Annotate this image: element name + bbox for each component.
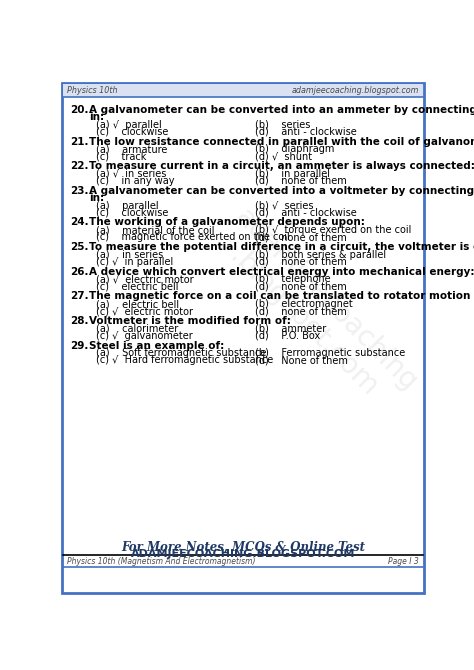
Text: (c)    clockwise: (c) clockwise <box>96 208 169 218</box>
Text: (d)    none of them: (d) none of them <box>255 281 346 291</box>
Text: (c)    magnetic force exerted on the coil: (c) magnetic force exerted on the coil <box>96 232 290 242</box>
Text: 28.: 28. <box>70 316 89 326</box>
Text: Steel is an example of:: Steel is an example of: <box>89 340 224 350</box>
Text: (a)    Soft ferromagnetic substance: (a) Soft ferromagnetic substance <box>96 348 267 358</box>
Text: (c) √  Hard ferromagnetic substance: (c) √ Hard ferromagnetic substance <box>96 355 273 365</box>
Text: (a)    in series: (a) in series <box>96 250 164 260</box>
Bar <box>63 84 423 96</box>
Text: (b)    both series & parallel: (b) both series & parallel <box>255 250 386 260</box>
Text: (a)    electric bell: (a) electric bell <box>96 299 180 309</box>
Text: 24.: 24. <box>70 218 89 227</box>
Text: Physics 10th (Magnetism And Electromagnetism): Physics 10th (Magnetism And Electromagne… <box>67 557 255 566</box>
Text: in:: in: <box>89 193 104 203</box>
Text: (a)    calorimeter: (a) calorimeter <box>96 324 179 334</box>
Text: A galvanometer can be converted into an ammeter by connecting a low resistance s: A galvanometer can be converted into an … <box>89 105 474 115</box>
Text: 27.: 27. <box>70 291 89 302</box>
Text: For More Notes, MCQs & Online Test: For More Notes, MCQs & Online Test <box>121 541 365 553</box>
Text: (d)    none of them: (d) none of them <box>255 306 346 316</box>
Text: (c)    clockwise: (c) clockwise <box>96 127 169 137</box>
Text: (d)    none of them: (d) none of them <box>255 176 346 186</box>
Text: (d)    anti - clockwise: (d) anti - clockwise <box>255 208 356 218</box>
Text: (c) √  electric motor: (c) √ electric motor <box>96 306 193 316</box>
Text: (b)    Ferromagnetic substance: (b) Ferromagnetic substance <box>255 348 405 358</box>
Text: adamjeecoaching
.blogspot.com: adamjeecoaching .blogspot.com <box>207 203 423 419</box>
Text: (b)    telephone: (b) telephone <box>255 275 330 285</box>
Text: (c) √  galvanometer: (c) √ galvanometer <box>96 331 193 340</box>
Text: (b) √  series: (b) √ series <box>255 200 313 210</box>
Text: (d) √  shunt: (d) √ shunt <box>255 151 312 161</box>
Text: (b) √  torque exerted on the coil: (b) √ torque exerted on the coil <box>255 225 411 235</box>
Text: (d)    anti - clockwise: (d) anti - clockwise <box>255 127 356 137</box>
Text: (a)    parallel: (a) parallel <box>96 200 159 210</box>
Text: (a)    armature: (a) armature <box>96 144 168 154</box>
Text: The low resistance connected in parallel with the coil of galvanometer is called: The low resistance connected in parallel… <box>89 137 474 147</box>
Text: 20.: 20. <box>70 105 89 115</box>
Text: Voltmeter is the modified form of:: Voltmeter is the modified form of: <box>89 316 291 326</box>
Text: (d)    None of them: (d) None of them <box>255 355 347 365</box>
Text: (b)    series: (b) series <box>255 120 310 130</box>
Text: 25.: 25. <box>70 242 89 252</box>
Text: Page I 3: Page I 3 <box>388 557 419 566</box>
Text: (a)    material of the coil: (a) material of the coil <box>96 225 215 235</box>
Text: (c)    track: (c) track <box>96 151 147 161</box>
Text: A galvanometer can be converted into a voltmeter by connecting a high resistance: A galvanometer can be converted into a v… <box>89 186 474 196</box>
Text: A device which convert electrical energy into mechanical energy:: A device which convert electrical energy… <box>89 267 474 277</box>
Text: 26.: 26. <box>70 267 89 277</box>
Text: The magnetic force on a coil can be translated to rotator motion in a device cal: The magnetic force on a coil can be tran… <box>89 291 474 302</box>
Text: in:: in: <box>89 112 104 122</box>
Text: 21.: 21. <box>70 137 89 147</box>
Text: To measure current in a circuit, an ammeter is always connected:: To measure current in a circuit, an amme… <box>89 161 474 172</box>
Text: (d)    none of them: (d) none of them <box>255 257 346 267</box>
Text: (b)    ammeter: (b) ammeter <box>255 324 326 334</box>
Text: (b)    in parallel: (b) in parallel <box>255 169 329 179</box>
Text: (d)    P.O. Box: (d) P.O. Box <box>255 331 320 340</box>
Text: (c) √  in parallel: (c) √ in parallel <box>96 257 173 267</box>
Text: 29.: 29. <box>70 340 89 350</box>
Text: (b)    diaphragm: (b) diaphragm <box>255 144 334 154</box>
Text: (b)    electromagnet: (b) electromagnet <box>255 299 352 309</box>
Text: Physics 10th: Physics 10th <box>67 86 118 95</box>
Text: The working of a galvanometer depends upon:: The working of a galvanometer depends up… <box>89 218 365 227</box>
FancyBboxPatch shape <box>63 84 423 593</box>
Text: To measure the potential difference in a circuit, the voltmeter is connected:: To measure the potential difference in a… <box>89 242 474 252</box>
Text: (a) √  parallel: (a) √ parallel <box>96 120 162 130</box>
Text: (d)    none of them: (d) none of them <box>255 232 346 242</box>
Text: ADAMJEECOACHING.BLOGSPOT.COM: ADAMJEECOACHING.BLOGSPOT.COM <box>131 549 355 559</box>
Text: (c)    electric bell: (c) electric bell <box>96 281 179 291</box>
Text: (a) √  electric motor: (a) √ electric motor <box>96 275 194 285</box>
Text: 23.: 23. <box>70 186 89 196</box>
Text: adamjeecoaching.blogspot.com: adamjeecoaching.blogspot.com <box>292 86 419 95</box>
Text: (c)    in any way: (c) in any way <box>96 176 175 186</box>
Text: 22.: 22. <box>70 161 89 172</box>
Text: (a) √  in series: (a) √ in series <box>96 169 167 179</box>
